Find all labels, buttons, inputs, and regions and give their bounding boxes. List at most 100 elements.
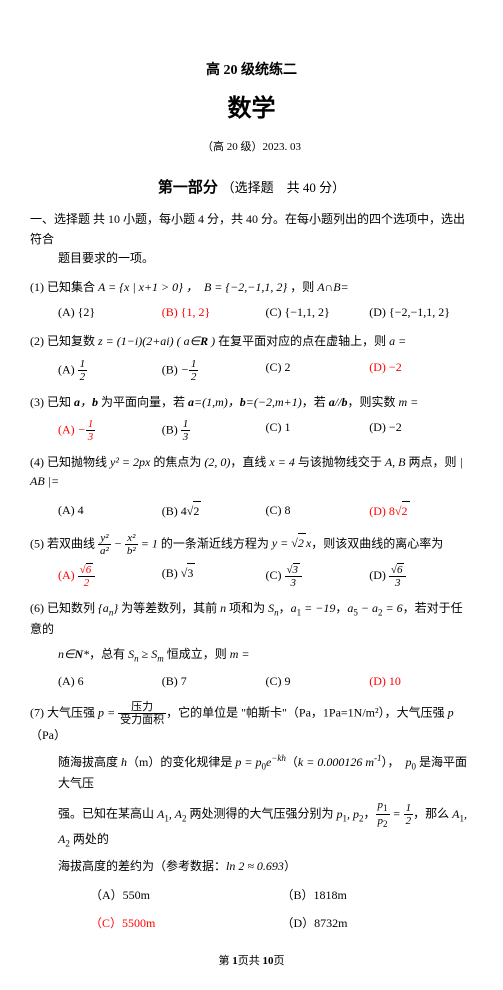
question-7-stem: (7) 大气压强 p = 压力受力面积，它的单位是 "帕斯卡"（Pa，1Pa=1… <box>30 701 473 745</box>
q1-suffix: ，则 <box>290 280 317 294</box>
q7-p-def: p = <box>98 705 118 719</box>
q3-C-label: (C) <box>266 420 282 434</box>
question-2-options: (A) 12 (B) −12 (C) 2 (D) −2 <box>30 358 473 383</box>
q7-p0: p0 <box>406 755 417 769</box>
question-3-stem: (3) 已知 a，b 为平面向量，若 a=(1,m)，b=(−2,m+1)，若 … <box>30 393 473 412</box>
q1-C-label: (C) <box>266 305 282 319</box>
q6-diff: a5 − a2 = 6 <box>347 601 402 615</box>
q7-D-val: 8732m <box>314 916 347 930</box>
q2-opt-B: (B) −12 <box>162 358 266 383</box>
q4-opt-C: (C) 8 <box>266 501 370 521</box>
q4-parabola: y² = 2px <box>110 455 150 469</box>
q1-A-val: {2} <box>78 305 96 319</box>
instructions-line1: 一、选择题 共 10 小题，每小题 4 分，共 40 分。在每小题列出的四个选项… <box>30 212 465 245</box>
q6-B-label: (B) <box>162 674 178 688</box>
q7-C-label: （C） <box>90 916 122 930</box>
q1-opt-B: (B) {1, 2} <box>162 303 266 322</box>
q1-A-label: (A) <box>58 305 75 319</box>
q4-focus: (2, 0) <box>204 455 230 469</box>
q3-opt-B: (B) 13 <box>162 418 266 443</box>
q3-B-val: 13 <box>181 418 191 443</box>
q6-C-label: (C) <box>266 674 282 688</box>
question-1: (1) 已知集合 A = {x | x+1 > 0} ， B = {−2,−1,… <box>30 278 473 322</box>
q5-asymptote: y = 2x <box>272 536 311 550</box>
q5-opt-B: (B) 3 <box>162 563 266 589</box>
q7-C-val: 5500m <box>122 916 155 930</box>
question-4: (4) 已知抛物线 y² = 2px 的焦点为 (2, 0)，直线 x = 4 … <box>30 453 473 522</box>
q6-mid: 为等差数列，其前 <box>118 601 220 615</box>
pager-total: 10 <box>263 955 274 967</box>
q2-A-label: (A) <box>58 362 75 376</box>
q2-opt-C: (C) 2 <box>266 358 370 383</box>
q2-D-label: (D) <box>369 360 386 374</box>
question-2-stem: (2) 已知复数 z = (1−i)(2+ai) ( a∈R ) 在复平面对应的… <box>30 332 473 351</box>
q7-prefix: (7) 大气压强 <box>30 705 98 719</box>
page-footer: 第 1页共 10页 <box>30 953 473 971</box>
q6-nN: n∈N* <box>58 647 89 661</box>
q5-hyperbola-2: x²b² <box>125 532 138 557</box>
q2-var: a = <box>389 334 406 348</box>
question-5-options: (A) 62 (B) 3 (C) 33 (D) 63 <box>30 563 473 589</box>
q6-mid3: ， <box>279 601 291 615</box>
q2-D-val: −2 <box>389 360 402 374</box>
q4-A-val: 4 <box>78 503 84 517</box>
q6-opt-B: (B) 7 <box>162 672 266 691</box>
q6-D-label: (D) <box>369 674 386 688</box>
q1-opt-D: (D) {−2,−1,1, 2} <box>369 303 473 322</box>
instructions-line2: 题目要求的一项。 <box>30 249 473 268</box>
q6-ineq: Sn ≥ Sm <box>128 647 164 661</box>
q1-intersection: A∩B= <box>317 280 348 294</box>
q1-C-val: {−1,1, 2} <box>285 305 330 319</box>
q7-l2-mid2: （ <box>286 755 298 769</box>
q7-l3-end: 两处的 <box>70 832 109 846</box>
q4-B-val: 42 <box>181 504 202 518</box>
q6-l2-prefix: ，总有 <box>89 647 128 661</box>
q6-D-val: 10 <box>389 674 401 688</box>
q7-l3-mid2: ， <box>364 807 376 821</box>
q4-points: A, B <box>385 455 406 469</box>
q4-opt-D: (D) 82 <box>369 501 473 521</box>
q4-suffix: 两点，则 <box>406 455 460 469</box>
q7-formula: p = p0e−kh <box>235 755 286 769</box>
q7-opt-A: （A）550m <box>90 886 282 905</box>
question-4-options: (A) 4 (B) 42 (C) 8 (D) 82 <box>30 501 473 521</box>
q7-suffix: （Pa） <box>30 728 66 742</box>
q7-A1A2: A1, A2 <box>157 807 186 821</box>
q1-D-label: (D) <box>369 305 386 319</box>
q7-ratio: p1p2 <box>376 799 390 830</box>
q5-mid: 的一条渐近线方程为 <box>158 536 272 550</box>
q4-B-label: (B) <box>162 504 178 518</box>
q5-A-label: (A) <box>58 568 75 582</box>
q5-suffix: ，则该双曲线的离心率为 <box>311 536 443 550</box>
q3-end: ，则实数 <box>347 395 398 409</box>
q3-A-neg: − <box>78 422 86 436</box>
question-7-line2: 随海拔高度 h（m）的变化规律是 p = p0e−kh（k = 0.000126… <box>30 751 473 793</box>
q2-expr: z = (1−i)(2+ai) ( a∈R ) <box>98 334 215 348</box>
q7-opt-D: （D）8732m <box>282 914 474 933</box>
q6-mid2: 项和为 <box>226 601 268 615</box>
instructions: 一、选择题 共 10 小题，每小题 4 分，共 40 分。在每小题列出的四个选项… <box>30 210 473 268</box>
q3-opt-D: (D) −2 <box>369 418 473 443</box>
q3-A-label: (A) <box>58 422 75 436</box>
q6-C-val: 9 <box>285 674 291 688</box>
q2-opt-A: (A) 12 <box>58 358 162 383</box>
q3-opt-A: (A) −13 <box>58 418 162 443</box>
q6-seq: {an} <box>98 601 118 615</box>
q5-C-val: 33 <box>285 563 303 589</box>
q7-p-frac: 压力受力面积 <box>118 701 166 726</box>
q7-l4-prefix: 海拔高度的差约为（参考数据： <box>58 859 226 873</box>
q1-D-val: {−2,−1,1, 2} <box>389 305 450 319</box>
q3-m: m = <box>398 395 418 409</box>
q7-p1p2: p1, p2 <box>337 807 364 821</box>
q3-vec-def: a=(1,m)，b=(−2,m+1) <box>188 395 302 409</box>
q5-D-label: (D) <box>369 568 386 582</box>
q1-set-A: A = {x | x+1 > 0} ， B = {−2,−1,1, 2} <box>98 280 290 294</box>
q5-opt-C: (C) 33 <box>266 563 370 589</box>
question-4-stem: (4) 已知抛物线 y² = 2px 的焦点为 (2, 0)，直线 x = 4 … <box>30 453 473 491</box>
q2-opt-D: (D) −2 <box>369 358 473 383</box>
q4-prefix: (4) 已知抛物线 <box>30 455 110 469</box>
q4-opt-A: (A) 4 <box>58 501 162 521</box>
q3-parallel: a//b <box>329 395 348 409</box>
q7-A-val: 550m <box>123 888 150 902</box>
q1-B-label: (B) <box>162 305 178 319</box>
